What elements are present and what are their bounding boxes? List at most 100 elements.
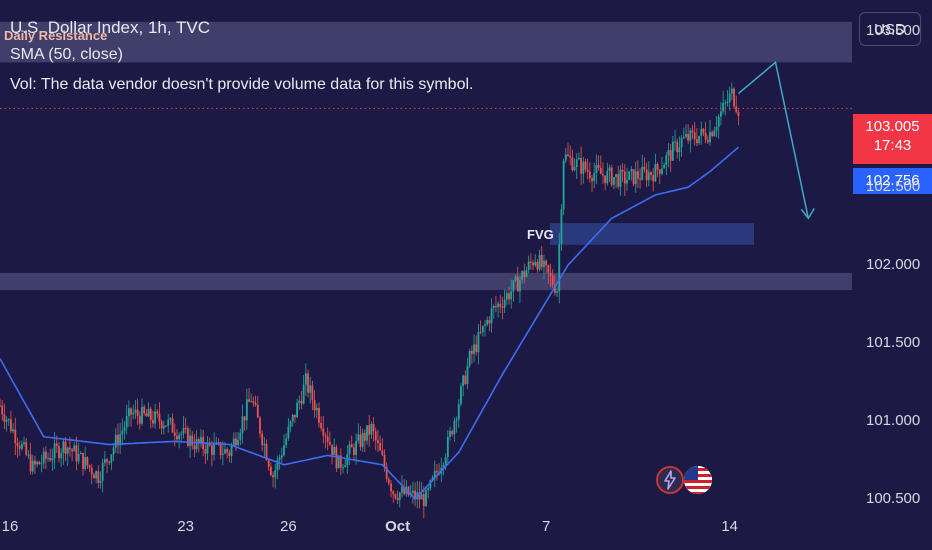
time-tick: 23: [177, 518, 195, 535]
candle-body: [403, 486, 406, 494]
candle-body: [178, 434, 181, 440]
zone-label-0: Daily Resistance: [4, 27, 108, 43]
us-flag-icon[interactable]: [684, 466, 712, 494]
candle-body: [221, 453, 224, 456]
candle-body: [173, 432, 176, 436]
candle-body: [529, 261, 532, 263]
candle-body: [226, 449, 229, 453]
candle-body: [228, 452, 231, 456]
sma-price-badge: 102.756: [853, 168, 932, 194]
candle-body: [136, 409, 139, 416]
candle-body: [715, 126, 718, 131]
candle-body: [64, 441, 67, 454]
candle-body: [621, 169, 624, 172]
candle-body: [29, 454, 32, 472]
candle-body: [346, 454, 349, 466]
candle-body: [250, 401, 253, 403]
candle-body: [372, 424, 375, 432]
candle-body: [481, 325, 484, 333]
price-tick: 100.500: [866, 490, 921, 508]
candle-body: [726, 101, 729, 103]
candle-body: [641, 166, 644, 180]
candle-body: [73, 445, 76, 452]
candle-body: [414, 490, 416, 500]
candle-body: [444, 457, 447, 465]
candle-body: [191, 435, 194, 446]
candle-body: [117, 434, 119, 446]
candle-body: [608, 167, 611, 171]
projection-path: [737, 61, 810, 219]
candle-body: [97, 471, 100, 484]
candle-body: [243, 416, 246, 421]
candle-body: [154, 411, 157, 424]
candle-body: [735, 106, 738, 112]
candle-body: [560, 209, 563, 245]
candle-body: [693, 132, 696, 140]
currency-button[interactable]: USD: [859, 12, 921, 46]
time-tick: 16: [1, 518, 19, 535]
candle-body: [298, 400, 301, 403]
candle-body: [162, 425, 165, 429]
price-tick: 101.500: [866, 334, 921, 352]
candle-body: [527, 261, 530, 271]
candle-body: [553, 285, 556, 293]
candle-body: [433, 470, 436, 478]
candle-body: [261, 433, 264, 445]
candle-body: [564, 154, 567, 161]
candle-body: [256, 404, 259, 418]
candle-body: [626, 179, 628, 184]
candle-body: [291, 414, 294, 422]
candle-body: [411, 490, 414, 493]
candle-body: [446, 436, 449, 458]
candle-body: [12, 429, 15, 432]
zone-rect-2: [550, 223, 754, 245]
candle-body: [505, 293, 508, 300]
candle-body: [324, 435, 327, 437]
candle-body: [394, 494, 397, 498]
candle-body: [1, 405, 4, 415]
candle-body: [451, 430, 454, 435]
candle-body: [610, 167, 613, 185]
candle-body: [307, 373, 309, 393]
candle-body: [538, 254, 541, 270]
candle-body: [119, 434, 122, 446]
candle-body: [495, 306, 497, 308]
candle-body: [339, 455, 342, 468]
candle-body: [55, 443, 58, 447]
candle-body: [468, 350, 471, 366]
candle-body: [40, 463, 43, 465]
candle-body: [235, 438, 237, 446]
candle-body: [326, 436, 329, 443]
candle-body: [361, 432, 364, 447]
candle-body: [16, 443, 19, 446]
countdown-value: 17:43: [873, 137, 912, 154]
candle-body: [630, 169, 633, 172]
candle-body: [313, 400, 316, 411]
candle-body: [654, 163, 657, 182]
candle-body: [230, 445, 233, 456]
candle-body: [717, 116, 720, 127]
candle-body: [318, 407, 320, 423]
candle-body: [462, 375, 465, 387]
candle-body: [204, 449, 207, 454]
candle-body: [593, 173, 596, 182]
candle-body: [348, 444, 351, 455]
symbol-title[interactable]: U.S. Dollar Index, 1h, TVC: [10, 18, 210, 37]
candle-body: [475, 344, 478, 353]
candle-body: [3, 414, 6, 422]
candle-body: [213, 443, 215, 455]
candle-body: [10, 419, 12, 432]
candle-body: [252, 401, 255, 404]
candle-body: [248, 399, 250, 402]
candle-body: [617, 174, 620, 187]
sma-legend[interactable]: SMA (50, close): [10, 46, 123, 63]
candle-body: [193, 445, 196, 450]
candle-body: [304, 373, 307, 385]
candle-body: [51, 458, 54, 461]
candle-body: [599, 167, 602, 174]
candle-body: [521, 271, 524, 280]
candle-body: [363, 432, 366, 441]
candle-body: [34, 460, 36, 465]
lightning-icon[interactable]: [656, 466, 684, 494]
